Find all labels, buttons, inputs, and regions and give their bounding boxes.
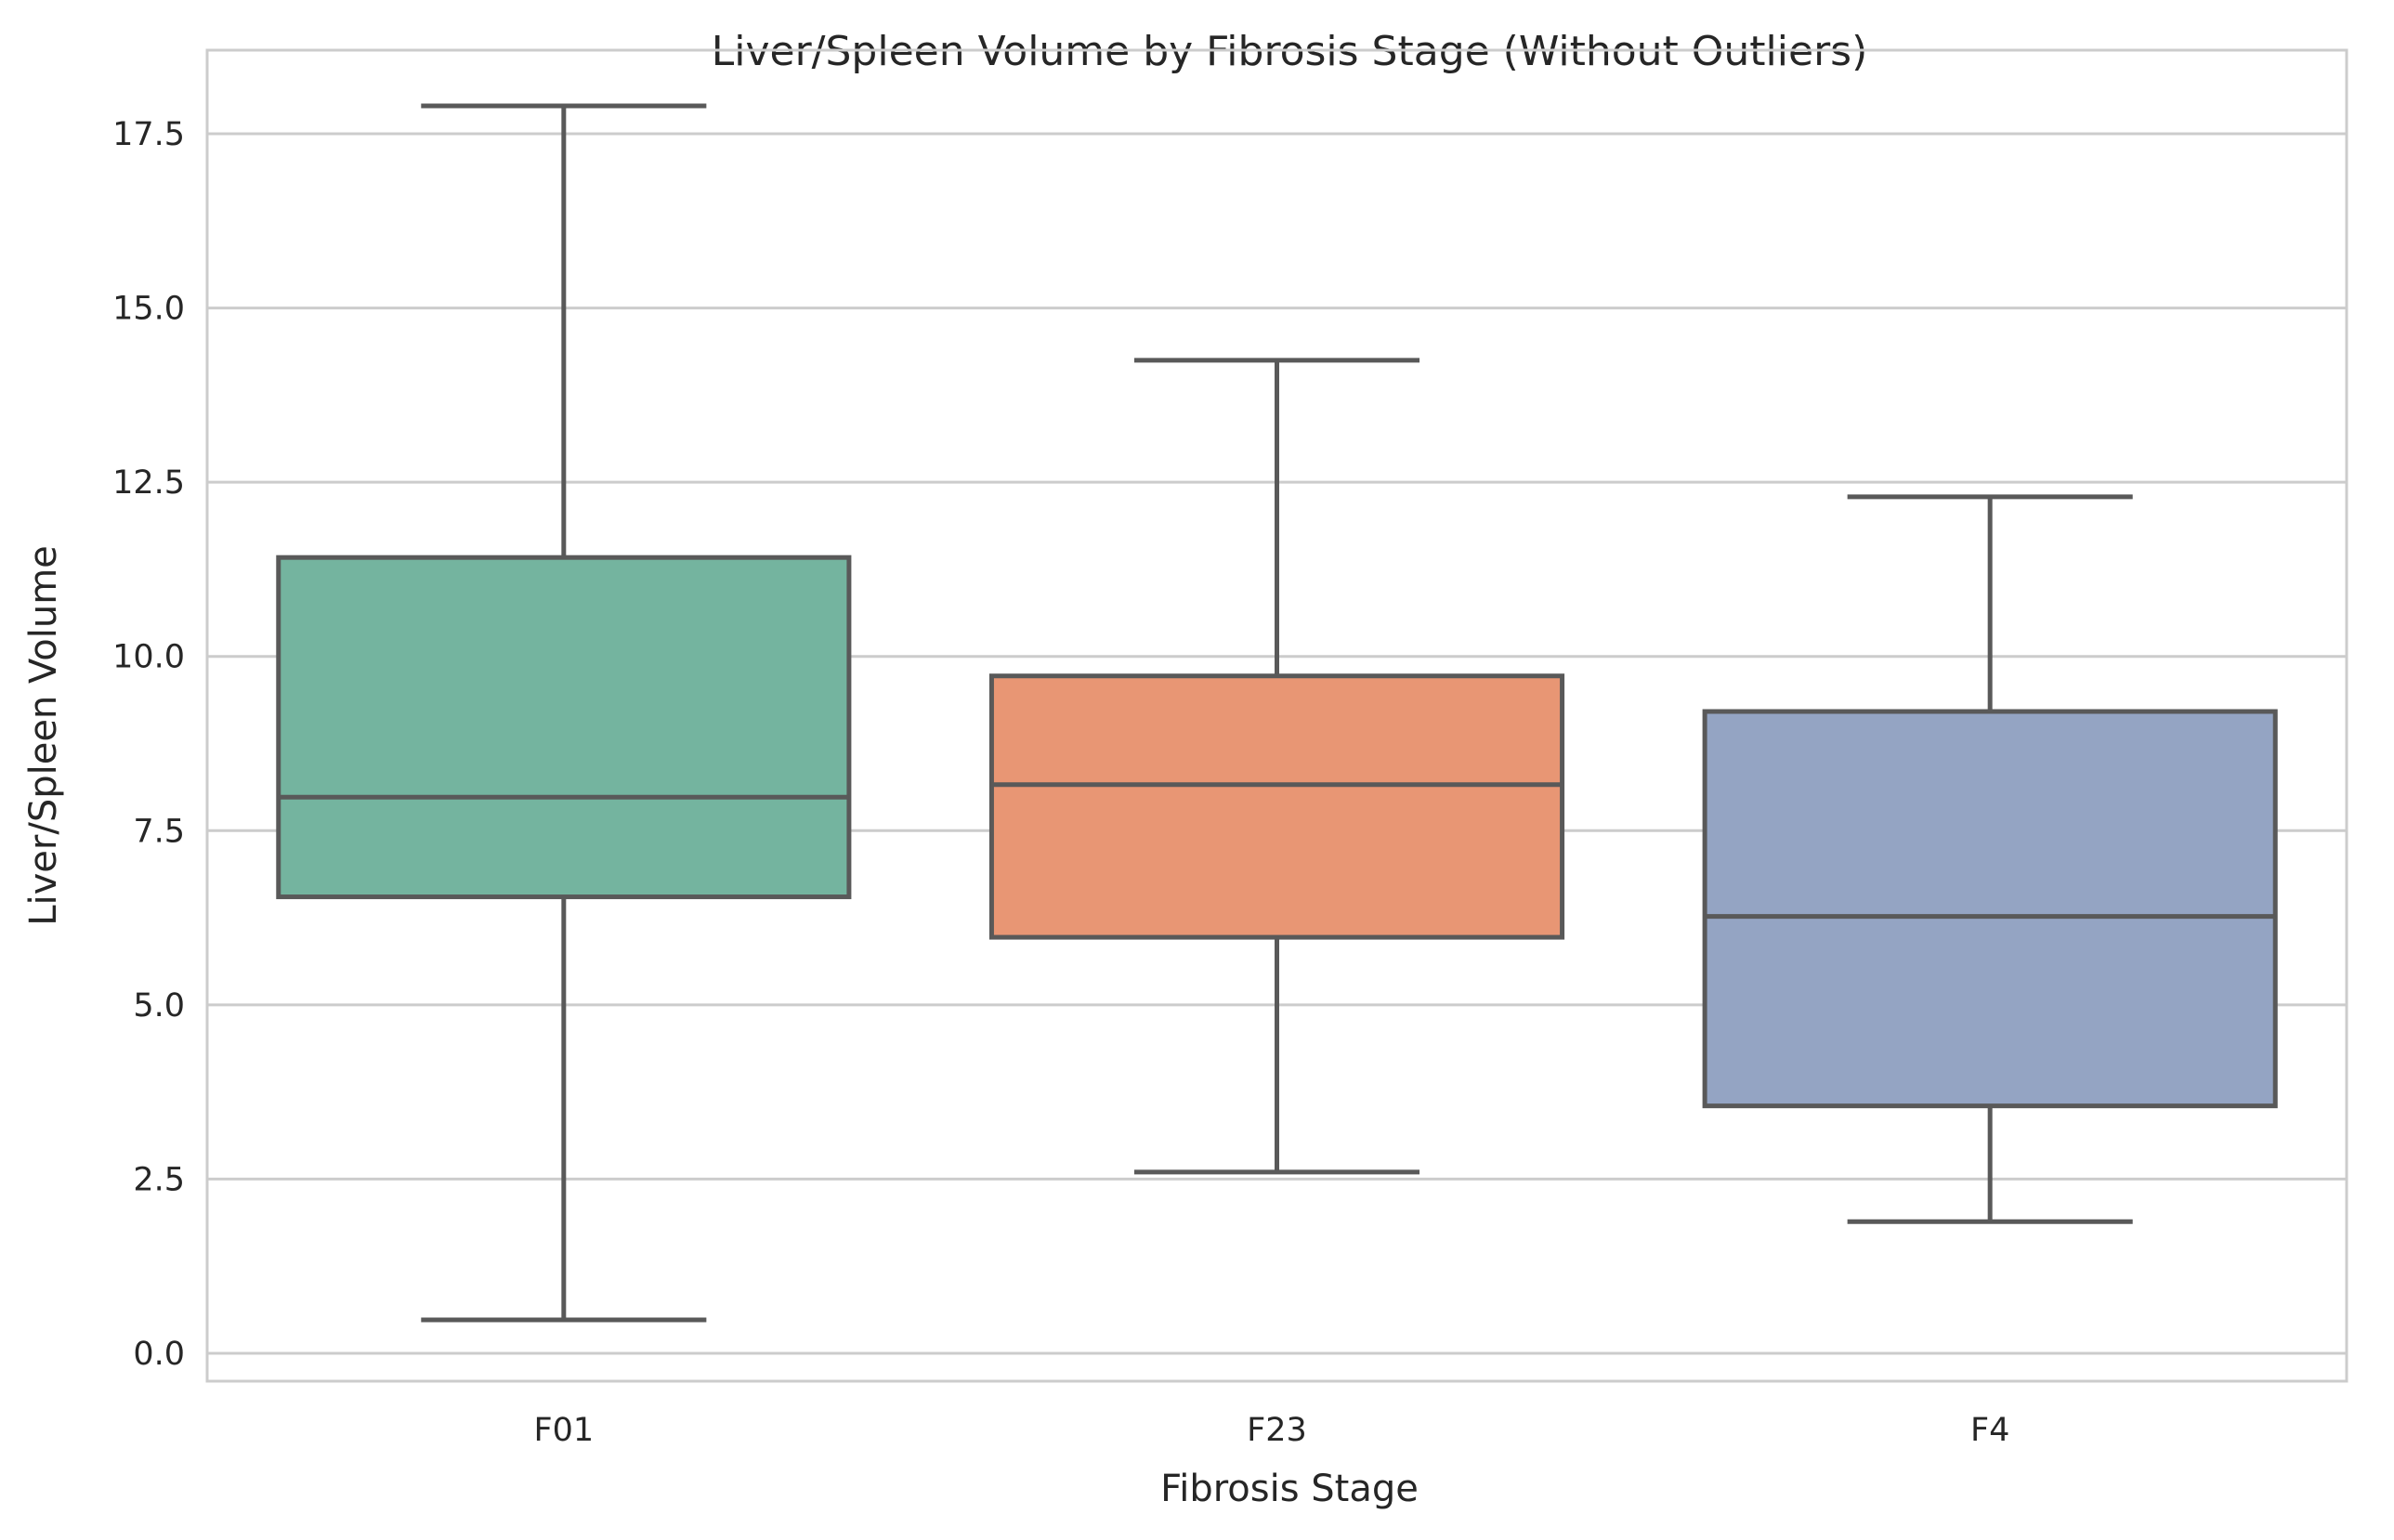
plot-frame [205, 48, 2348, 1383]
x-tick-label: F4 [1970, 1412, 2009, 1449]
y-tick-label: 10.0 [112, 639, 185, 676]
box-f4 [1702, 494, 2278, 1224]
x-tick-label: F01 [533, 1412, 594, 1449]
y-tick-labels: 0.0 2.5 5.0 7.5 10.0 12.5 15.0 17.5 [112, 116, 185, 1373]
iqr-box [1702, 709, 2278, 1109]
y-axis-label: Liver/Spleen Volume [22, 545, 65, 926]
boxes-layer [276, 103, 2278, 1323]
x-tick-label: F23 [1247, 1412, 1307, 1449]
x-tick-labels: F01 F23 F4 [533, 1412, 2009, 1449]
y-tick-label: 15.0 [112, 291, 185, 328]
box-f23 [988, 358, 1565, 1175]
y-tick-label: 2.5 [133, 1161, 185, 1198]
y-tick-label: 7.5 [133, 813, 185, 850]
iqr-box [276, 555, 852, 900]
box-f01 [276, 103, 852, 1323]
y-tick-label: 12.5 [112, 464, 185, 502]
x-axis-label: Fibrosis Stage [1160, 1468, 1419, 1510]
iqr-box [988, 673, 1565, 940]
y-tick-label: 17.5 [112, 116, 185, 153]
y-tick-label: 0.0 [133, 1336, 185, 1373]
y-tick-label: 5.0 [133, 987, 185, 1024]
